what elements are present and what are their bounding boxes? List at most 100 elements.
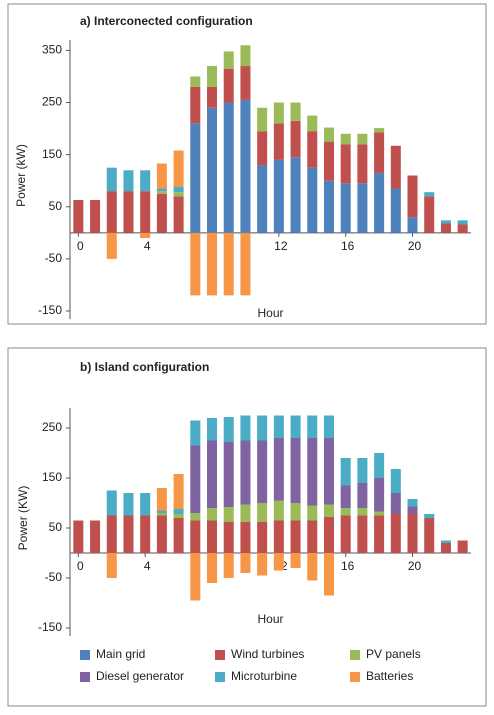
bar <box>223 553 234 578</box>
bar <box>240 504 251 522</box>
legend-swatch <box>80 650 90 660</box>
bar <box>290 120 301 158</box>
bar <box>240 522 251 553</box>
bar <box>257 415 268 441</box>
bar <box>140 170 151 192</box>
bar <box>240 232 251 296</box>
bar <box>424 192 435 197</box>
bar <box>374 128 385 133</box>
bar <box>307 553 318 581</box>
bar <box>374 515 385 553</box>
bar <box>190 232 201 296</box>
bar <box>156 513 167 516</box>
bar <box>223 417 234 442</box>
bar <box>424 518 435 553</box>
bar <box>190 520 201 553</box>
bar <box>207 508 218 521</box>
bar <box>290 553 301 568</box>
bar <box>156 510 167 513</box>
bar <box>173 509 184 514</box>
y-axis-label: Power (KW) <box>16 486 30 551</box>
bar <box>140 232 151 239</box>
bar <box>440 223 451 233</box>
bar <box>440 220 451 224</box>
bar <box>407 217 418 233</box>
bar <box>190 420 201 446</box>
bar <box>223 522 234 553</box>
bar <box>273 123 284 160</box>
x-tick-label: 16 <box>341 559 355 573</box>
bar <box>340 508 351 516</box>
bar <box>207 520 218 553</box>
bar <box>156 163 167 189</box>
bar <box>90 520 101 553</box>
bar <box>424 196 435 233</box>
bar <box>173 514 184 518</box>
bar <box>323 141 334 181</box>
legend-swatch <box>215 650 225 660</box>
bar <box>457 540 468 553</box>
bar <box>323 504 334 517</box>
bar <box>307 131 318 168</box>
bar <box>106 490 117 516</box>
bar <box>340 144 351 184</box>
bar <box>307 505 318 521</box>
legend-label: Microturbine <box>231 669 297 683</box>
bar <box>257 107 268 132</box>
y-tick-label: 150 <box>42 147 62 161</box>
bar <box>273 500 284 521</box>
bar <box>390 514 401 553</box>
chart-title: b) Island configuration <box>80 360 209 374</box>
bar <box>273 520 284 553</box>
bar <box>374 172 385 233</box>
bar <box>357 515 368 553</box>
bar <box>106 167 117 192</box>
bar <box>223 507 234 522</box>
bar <box>273 553 284 571</box>
bar <box>323 127 334 142</box>
bar <box>407 175 418 218</box>
bar <box>240 415 251 441</box>
bar <box>106 191 117 233</box>
bar <box>257 165 268 233</box>
y-tick-label: 250 <box>42 420 62 434</box>
bar <box>173 518 184 553</box>
legend-swatch <box>350 672 360 682</box>
x-tick-label: 20 <box>408 559 422 573</box>
bar <box>323 180 334 233</box>
y-tick-label: 150 <box>42 470 62 484</box>
bar <box>323 415 334 438</box>
bar <box>190 445 201 513</box>
bar <box>290 520 301 553</box>
bar <box>123 493 134 516</box>
bar <box>424 514 435 518</box>
x-tick-label: 16 <box>341 239 355 253</box>
bar <box>357 133 368 145</box>
bar <box>340 133 351 145</box>
bar <box>207 107 218 233</box>
bar <box>156 188 167 192</box>
bar <box>374 132 385 173</box>
y-tick-label: 350 <box>42 43 62 57</box>
bar <box>223 68 234 103</box>
bar <box>156 488 167 511</box>
x-tick-label: 0 <box>77 239 84 253</box>
bar <box>190 553 201 601</box>
bar <box>73 199 84 233</box>
bar <box>140 515 151 553</box>
bar <box>407 506 418 514</box>
y-tick-label: -150 <box>38 303 62 317</box>
bar <box>340 458 351 486</box>
bar <box>207 418 218 441</box>
bar <box>190 123 201 233</box>
bar <box>207 86 218 108</box>
bar <box>173 150 184 187</box>
bar <box>207 440 218 508</box>
bar <box>156 193 167 233</box>
bar <box>240 45 251 67</box>
bar <box>390 145 401 189</box>
legend-swatch <box>215 672 225 682</box>
bar <box>240 553 251 573</box>
legend-label: Wind turbines <box>231 647 304 661</box>
